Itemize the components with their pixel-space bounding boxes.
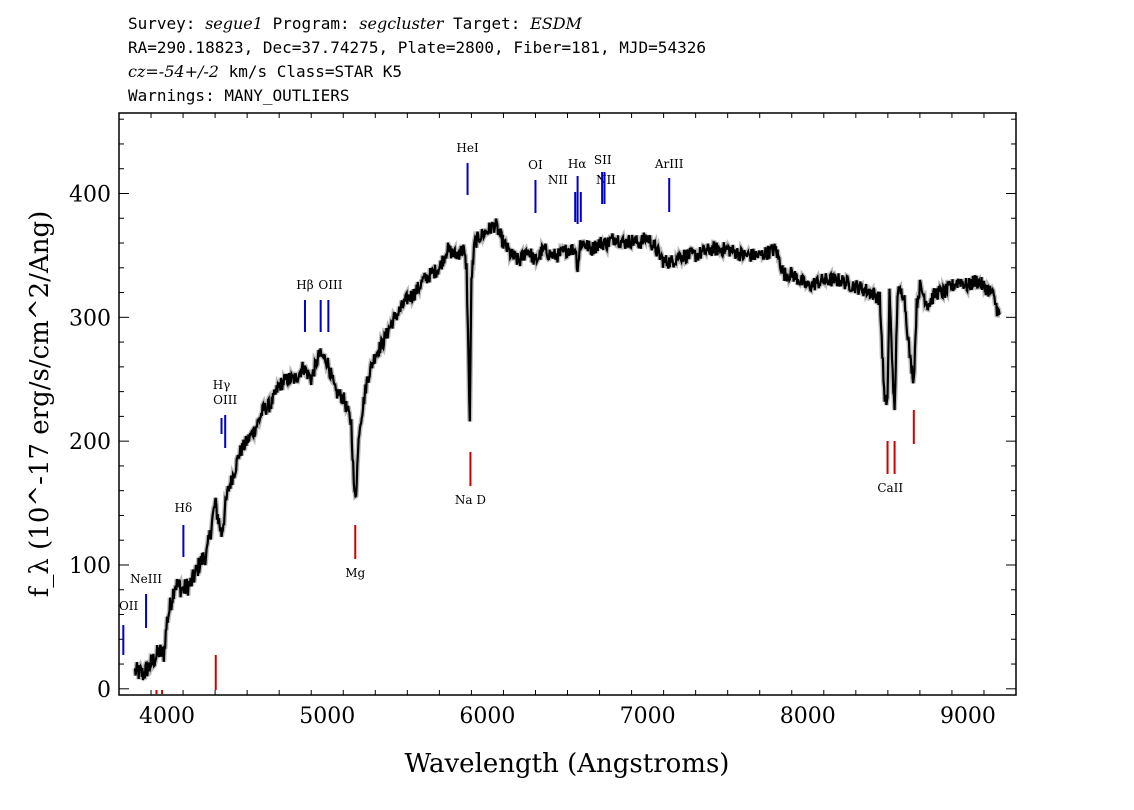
emission-line-label: OII — [119, 599, 139, 613]
emission-line-label: OIII — [318, 278, 342, 292]
x-tick-label: 8000 — [780, 704, 836, 729]
axis-ticks: 4000 5000 6000 7000 8000 9000 0 100 200 300 400 — [69, 113, 1017, 729]
target-value: ESDM — [530, 14, 582, 33]
emission-line-label: NII — [596, 173, 616, 187]
y-tick-label: 300 — [69, 306, 111, 331]
x-axis-label: Wavelength (Angstroms) — [405, 749, 730, 779]
y-tick-label: 0 — [97, 678, 111, 703]
absorption-line-label: Na D — [455, 493, 486, 507]
class-text: km/s Class=STAR K5 — [218, 62, 402, 81]
emission-line-label: Hβ — [296, 278, 313, 292]
header-line-2: RA=290.18823, Dec=37.74275, Plate=2800, … — [128, 38, 706, 57]
target-label: Target: — [453, 14, 521, 33]
y-axis-label: f_λ (10^-17 erg/s/cm^2/Ang) — [25, 211, 55, 597]
emission-line-label: NII — [548, 173, 568, 187]
y-tick-label: 100 — [69, 554, 111, 579]
y-tick-label: 400 — [69, 182, 111, 207]
emission-line-label: OIII — [213, 393, 237, 407]
emission-line-label: NeIII — [130, 572, 162, 586]
survey-value: segue1 — [205, 14, 263, 33]
spectrum-line — [133, 218, 1001, 681]
program-label: Program: — [272, 14, 350, 33]
absorption-line-label: CaII — [877, 481, 903, 495]
x-tick-label: 5000 — [299, 704, 355, 729]
emission-line-label: ArIII — [654, 157, 684, 171]
header-line-4: Warnings: MANY_OUTLIERS — [128, 86, 350, 105]
emission-line-label: OI — [528, 158, 543, 172]
spectrum-error-band — [132, 217, 1003, 682]
emission-line-label: Hδ — [175, 501, 193, 515]
emission-line-label: Hα — [568, 157, 587, 171]
emission-line-label: HeI — [456, 141, 479, 155]
absorption-line-label: Mg — [345, 566, 365, 580]
survey-label: Survey: — [128, 14, 196, 33]
emission-line-label: Hγ — [213, 378, 231, 392]
plot-frame — [118, 112, 1017, 696]
y-tick-label: 200 — [69, 430, 111, 455]
emission-line-label: SII — [594, 153, 612, 167]
x-tick-label: 6000 — [459, 704, 515, 729]
x-tick-label: 7000 — [620, 704, 676, 729]
program-value: segcluster — [359, 14, 444, 33]
header-line-3: cz=-54+/-2 km/s Class=STAR K5 — [128, 62, 402, 81]
redshift-value: cz=-54+/-2 — [128, 62, 219, 81]
header-line-1: Survey: segue1 Program: segcluster Targe… — [128, 14, 582, 33]
x-tick-label: 4000 — [139, 704, 195, 729]
x-tick-label: 9000 — [940, 704, 996, 729]
